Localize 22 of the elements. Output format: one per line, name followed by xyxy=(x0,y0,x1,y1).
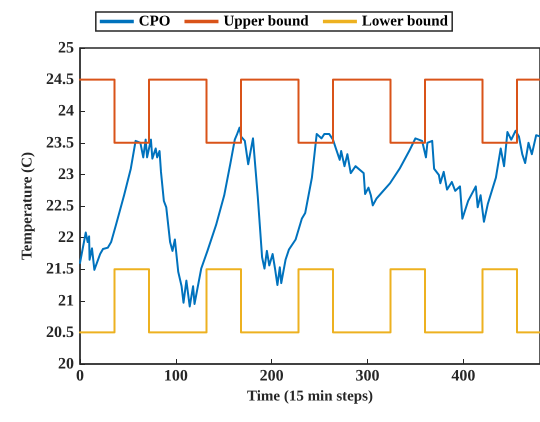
y-tick-label: 21 xyxy=(58,292,74,310)
legend-label: Lower bound xyxy=(362,14,449,30)
y-axis-title: Temperature (C) xyxy=(20,152,36,260)
y-tick-label: 21.5 xyxy=(46,260,74,278)
y-tick-label: 20.5 xyxy=(46,324,74,341)
y-tick-label: 23.5 xyxy=(46,134,74,152)
y-tick-label: 24.5 xyxy=(46,71,74,88)
line-series xyxy=(79,126,540,308)
y-tick-label: 23 xyxy=(58,166,74,183)
legend-label: Upper bound xyxy=(223,14,310,30)
y-tick-label: 22 xyxy=(58,229,74,246)
x-tick-label: 300 xyxy=(356,368,380,384)
x-tick-label: 0 xyxy=(76,368,84,384)
y-tick-label: 22.5 xyxy=(46,198,74,214)
x-tick-label: 100 xyxy=(164,368,188,384)
y-tick-label: 24 xyxy=(58,102,74,120)
y-tick-label: 20 xyxy=(58,356,74,372)
x-tick-label: 200 xyxy=(260,368,284,384)
legend-label: CPO xyxy=(138,14,170,30)
x-axis-title: Time (15 min steps) xyxy=(247,388,373,404)
y-tick-label: 25 xyxy=(58,40,74,56)
x-tick-label: 400 xyxy=(451,368,476,384)
